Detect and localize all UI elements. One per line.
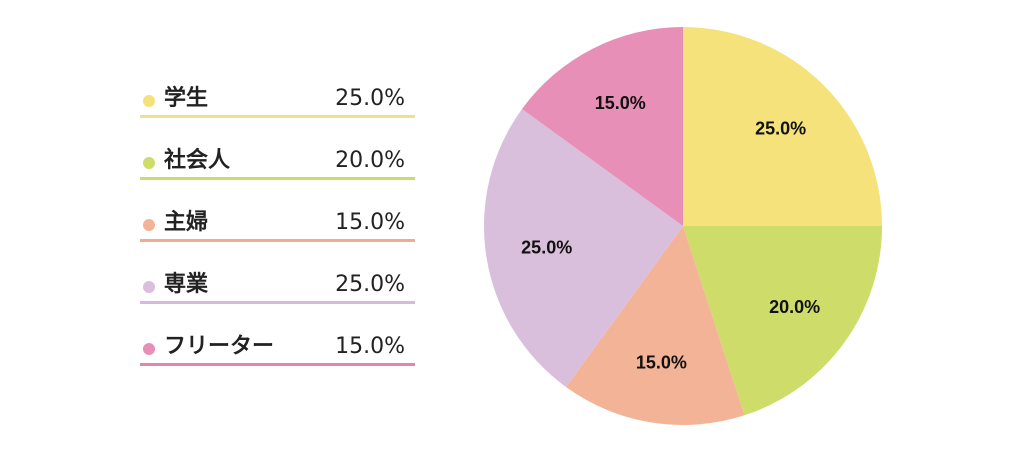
legend-item-freeter: フリーター 15.0% xyxy=(140,326,415,388)
legend-value-fulltime: 25.0% xyxy=(335,272,405,297)
legend-item-fulltime: 専業 25.0% xyxy=(140,264,415,326)
legend-dot-working-adult xyxy=(143,157,155,169)
legend-item-working-adult: 社会人 20.0% xyxy=(140,140,415,202)
legend-underline-working-adult xyxy=(140,177,415,180)
legend-value-homemaker: 15.0% xyxy=(335,210,405,235)
legend-underline-student xyxy=(140,115,415,118)
legend-dot-student xyxy=(143,95,155,107)
pie-slice-label-working-adult: 20.0% xyxy=(769,297,820,317)
legend-dot-fulltime xyxy=(143,281,155,293)
pie-slice-homemaker xyxy=(566,226,745,425)
pie-slice-label-freeter: 15.0% xyxy=(595,93,646,113)
legend-label-freeter: フリーター xyxy=(164,334,275,359)
legend-underline-freeter xyxy=(140,363,415,366)
legend-label-homemaker: 主婦 xyxy=(164,210,209,235)
legend: 学生 25.0% 社会人 20.0% 主婦 15.0% 専業 25.0% フリー… xyxy=(140,78,415,388)
pie-slices xyxy=(484,27,882,425)
pie-slice-freeter xyxy=(522,27,683,226)
pie-slice-student xyxy=(683,27,882,226)
pie-slice-label-homemaker: 15.0% xyxy=(636,352,687,372)
pie-slice-label-student: 25.0% xyxy=(755,118,806,138)
legend-underline-homemaker xyxy=(140,239,415,242)
legend-item-homemaker: 主婦 15.0% xyxy=(140,202,415,264)
legend-value-working-adult: 20.0% xyxy=(335,148,405,173)
pie-slice-label-fulltime: 25.0% xyxy=(521,238,572,258)
legend-label-working-adult: 社会人 xyxy=(164,148,231,173)
pie-slice-labels: 25.0% 20.0% 15.0% 25.0% 15.0% xyxy=(521,93,820,372)
legend-value-student: 25.0% xyxy=(335,86,405,111)
legend-underline-fulltime xyxy=(140,301,415,304)
legend-dot-homemaker xyxy=(143,219,155,231)
pie-slice-working-adult xyxy=(683,226,882,416)
legend-dot-freeter xyxy=(143,343,155,355)
legend-item-student: 学生 25.0% xyxy=(140,78,415,140)
pie-slice-fulltime xyxy=(484,109,683,387)
legend-label-student: 学生 xyxy=(164,86,209,111)
legend-label-fulltime: 専業 xyxy=(164,272,209,297)
legend-value-freeter: 15.0% xyxy=(335,334,405,359)
